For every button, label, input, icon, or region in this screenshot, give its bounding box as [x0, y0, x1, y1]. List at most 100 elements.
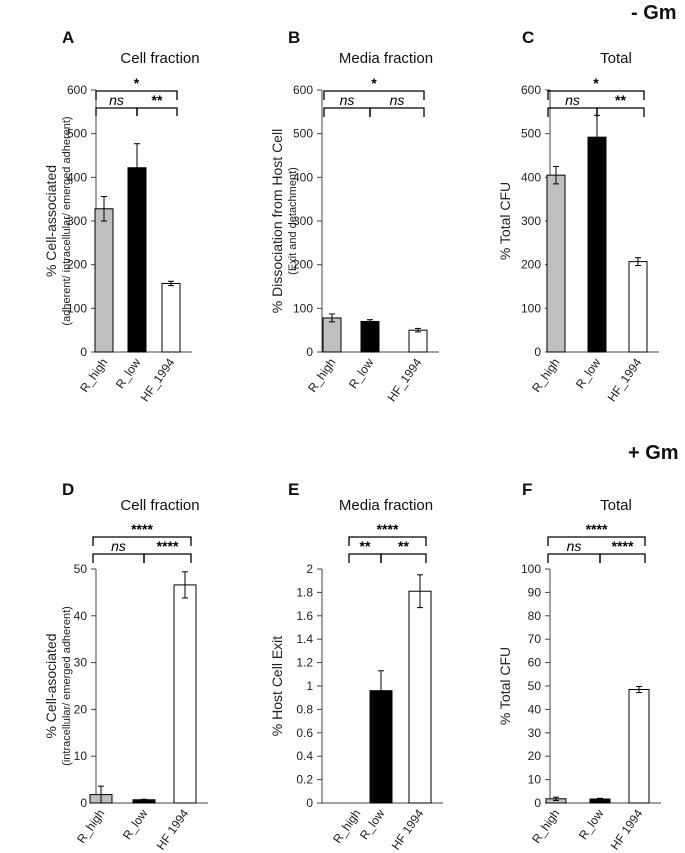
category-label-b-1: R_low [346, 355, 377, 391]
category-label-c-1: R_low [573, 355, 604, 391]
category-label-f-1: R_low [576, 806, 607, 842]
y-tick-label-a: 400 [67, 170, 87, 184]
significance-bracket-f-0 [547, 536, 646, 546]
category-label-b-2: HF_1994 [385, 355, 425, 404]
bar-a-2 [161, 282, 181, 353]
condition-label-minus-gm: - Gm [631, 2, 677, 24]
y-axis-label-f: % Total CFU [497, 647, 513, 725]
category-label-d-0: R_high [74, 807, 107, 846]
panel-label-f: F [522, 480, 533, 499]
significance-bracket-f-2 [599, 553, 646, 563]
panel-title-f: Total [600, 497, 632, 514]
y-tick-label-f: 90 [528, 585, 542, 599]
y-tick-label-e: 2 [306, 562, 313, 576]
category-label-d-1: R_low [120, 806, 151, 842]
y-tick-label-f: 60 [528, 656, 542, 670]
y-tick-label-f: 40 [528, 702, 542, 716]
y-tick-label-c: 0 [534, 345, 541, 359]
bar-b-2 [408, 329, 428, 353]
bar-b-1 [360, 320, 380, 353]
y-tick-label-c: 400 [521, 170, 541, 184]
panel-title-a: Cell fraction [120, 50, 200, 67]
panel-label-b: B [288, 28, 301, 47]
y-tick-label-b: 600 [293, 83, 313, 97]
y-tick-label-d: 0 [80, 796, 87, 810]
y-tick-label-e: 0.6 [296, 726, 313, 740]
significance-label-e-1: ** [360, 538, 371, 554]
y-tick-label-f: 30 [528, 726, 542, 740]
y-tick-label-d: 20 [74, 702, 88, 716]
significance-label-e-0: **** [377, 521, 399, 537]
y-axis-sublabel-d: (intracellular/ emerged adherent) [61, 606, 73, 766]
significance-bracket-e-0 [348, 536, 427, 546]
y-tick-label-b: 200 [293, 258, 313, 272]
significance-label-a-0: * [134, 75, 140, 91]
y-tick-label-b: 400 [293, 170, 313, 184]
y-tick-label-d: 50 [74, 562, 88, 576]
y-tick-label-d: 10 [74, 749, 88, 763]
significance-bracket-d-0 [92, 536, 192, 546]
y-tick-label-e: 1.4 [296, 632, 313, 646]
panel-title-c: Total [600, 50, 632, 67]
category-label-a-2: HF_1994 [138, 355, 178, 404]
significance-bracket-b-0 [323, 90, 425, 100]
category-label-d-2: HF 1994 [154, 806, 192, 852]
y-tick-label-e: 1.6 [296, 609, 313, 623]
category-label-c-0: R_high [529, 356, 562, 395]
panel-title-d: Cell fraction [120, 497, 200, 514]
panel-label-a: A [62, 28, 75, 47]
y-tick-label-a: 500 [67, 127, 87, 141]
panel-title-e: Media fraction [338, 497, 434, 514]
category-label-e-1: R_low [357, 806, 388, 842]
y-axis-label-d: % Cell-asociated [43, 633, 59, 738]
category-label-a-1: R_low [113, 355, 144, 391]
y-tick-label-b: 0 [306, 345, 313, 359]
significance-label-d-1: ns [111, 538, 126, 554]
y-tick-label-e: 1.2 [296, 656, 313, 670]
y-axis-label-c: % Total CFU [497, 182, 513, 260]
bar-e-2 [408, 590, 432, 804]
y-tick-label-f: 100 [521, 562, 541, 576]
y-tick-label-e: 0.2 [296, 773, 313, 787]
bar-a-1 [127, 167, 147, 353]
y-tick-label-c: 200 [521, 258, 541, 272]
y-tick-label-a: 600 [67, 83, 87, 97]
significance-bracket-a-0 [95, 90, 178, 100]
category-label-a-0: R_high [77, 356, 110, 395]
significance-label-b-1: ns [340, 92, 355, 108]
y-tick-label-e: 1 [306, 679, 313, 693]
significance-bracket-a-1 [95, 107, 138, 116]
y-axis-label-b: % Dissociation from Host Cell [269, 129, 285, 313]
y-tick-label-f: 20 [528, 749, 542, 763]
significance-bracket-e-1 [348, 553, 382, 563]
y-axis-sublabel-b: (Exit and detachment) [287, 167, 299, 275]
y-tick-label-f: 50 [528, 679, 542, 693]
bar-a-0 [94, 208, 114, 353]
y-axis-label-a: % Cell-associated [43, 165, 59, 277]
category-label-f-2: HF 1994 [608, 806, 646, 852]
y-tick-label-e: 0 [306, 796, 313, 810]
significance-bracket-a-2 [136, 107, 178, 116]
significance-label-d-2: **** [157, 538, 179, 554]
significance-bracket-c-2 [596, 107, 645, 117]
significance-label-e-2: ** [398, 538, 409, 554]
bar-c-0 [546, 174, 566, 353]
significance-bracket-d-1 [92, 553, 145, 563]
bar-d-2 [173, 584, 197, 804]
bar-c-1 [587, 136, 607, 353]
significance-bracket-c-1 [547, 107, 598, 117]
bar-b-0 [322, 317, 342, 353]
category-label-e-2: HF 1994 [389, 806, 427, 852]
y-tick-label-c: 300 [521, 214, 541, 228]
bar-f-2 [628, 689, 650, 804]
y-tick-label-b: 100 [293, 301, 313, 315]
significance-label-f-0: **** [586, 521, 608, 537]
category-label-b-0: R_high [305, 356, 338, 395]
significance-label-f-2: **** [612, 538, 634, 554]
significance-bracket-f-1 [547, 553, 601, 563]
y-tick-label-f: 10 [528, 773, 542, 787]
significance-label-c-0: * [593, 75, 599, 91]
y-tick-label-c: 500 [521, 127, 541, 141]
panel-title-b: Media fraction [338, 50, 434, 67]
